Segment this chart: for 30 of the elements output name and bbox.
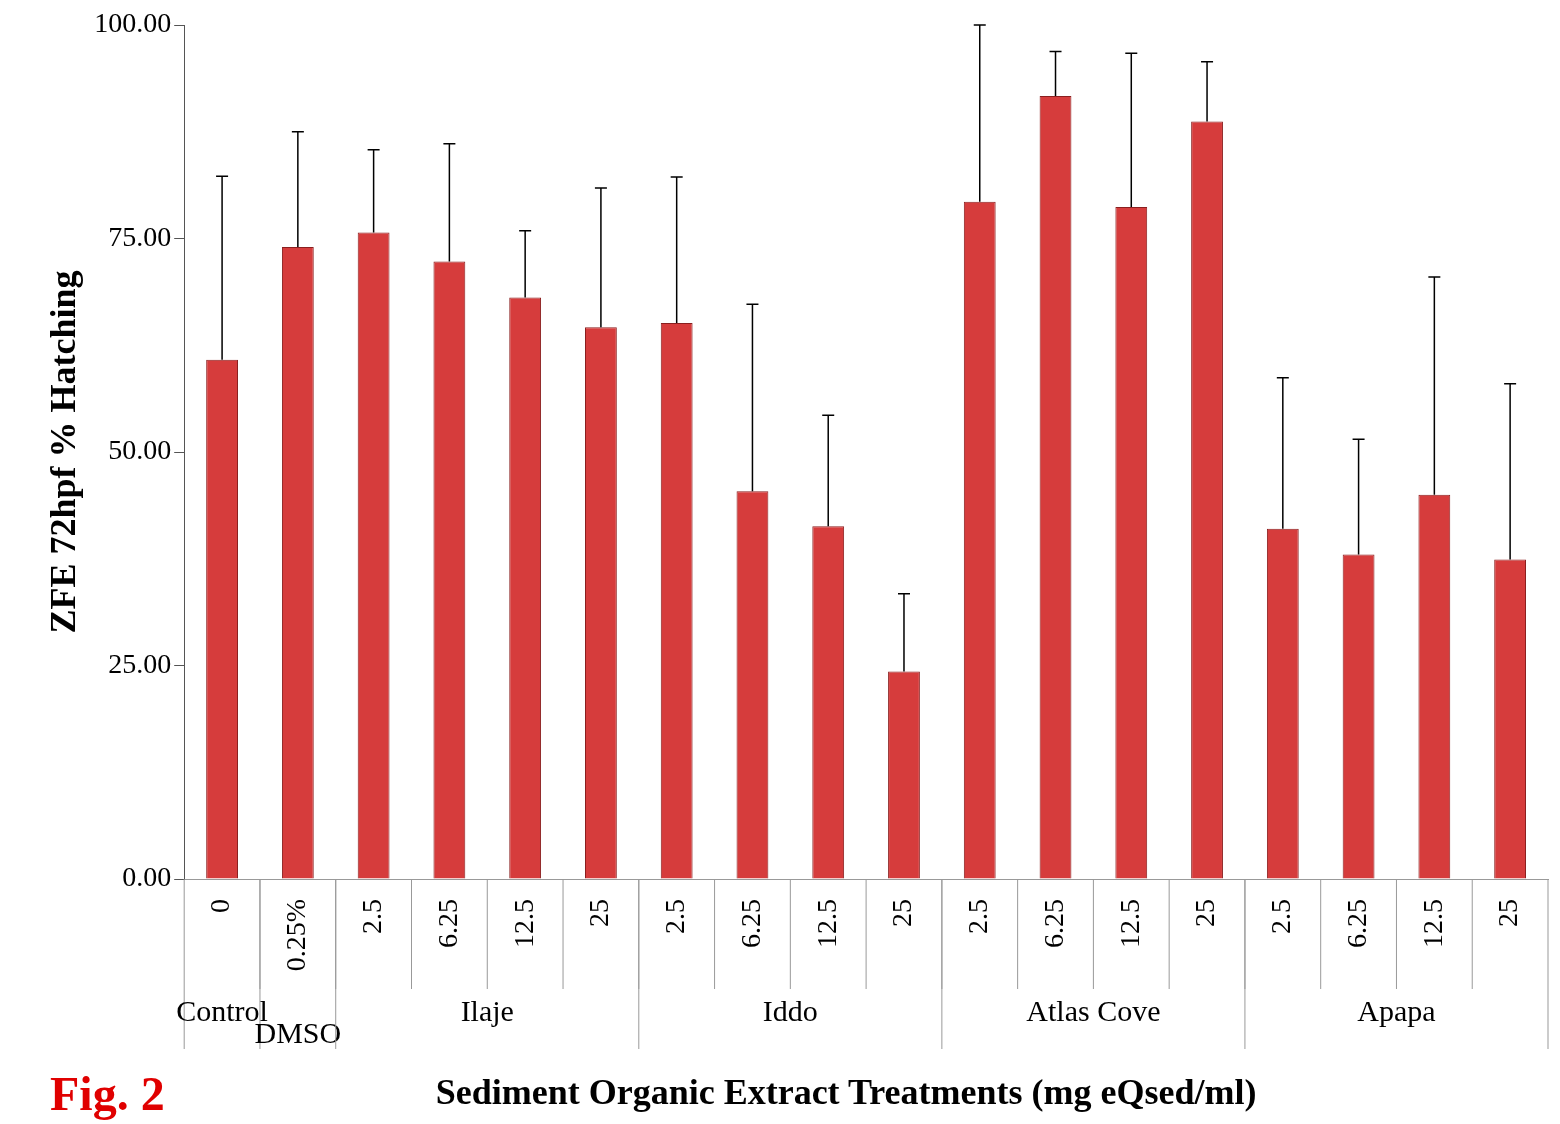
text: Ilaje bbox=[460, 993, 514, 1027]
y-tick-label: 100.00 bbox=[94, 7, 172, 39]
x-tick-label: 25 bbox=[1492, 899, 1524, 927]
x-tick-label: 25 bbox=[583, 899, 615, 927]
x-tick-label: 6.25 bbox=[1037, 899, 1069, 948]
text: Iddo bbox=[762, 993, 818, 1027]
y-axis-title: ZFE 72hpf % Hatching bbox=[42, 270, 83, 634]
x-tick-label: 12.5 bbox=[1416, 899, 1448, 948]
y-tick-label: 0.00 bbox=[122, 861, 172, 893]
y-tick-label: 50.00 bbox=[108, 434, 172, 466]
x-tick-label: 2.5 bbox=[1265, 899, 1297, 934]
y-tick-label: 25.00 bbox=[108, 647, 172, 679]
x-tick-label: 0.25% bbox=[280, 899, 312, 972]
x-tick-label: 25 bbox=[1189, 899, 1221, 927]
x-tick-label: 6.25 bbox=[734, 899, 766, 948]
x-tick-label: 12.5 bbox=[1113, 899, 1145, 948]
text: Atlas Cove bbox=[1026, 993, 1161, 1027]
x-tick-label: 12.5 bbox=[507, 899, 539, 948]
caption: Fig. 2 bbox=[50, 1067, 165, 1121]
x-tick-label: 6.25 bbox=[1340, 899, 1372, 948]
x-tick-label: 0 bbox=[204, 899, 236, 913]
x-axis-title: Sediment Organic Extract Treatments (mg eQsed/ml) bbox=[435, 1072, 1257, 1113]
y-tick-label: 75.00 bbox=[108, 220, 172, 252]
x-tick-label: 25 bbox=[886, 899, 918, 927]
x-tick-label: 12.5 bbox=[810, 899, 842, 948]
x-tick-label: 6.25 bbox=[431, 899, 463, 948]
x-tick-label: 2.5 bbox=[355, 899, 387, 934]
text: Apapa bbox=[1357, 993, 1436, 1027]
x-tick-label: 2.5 bbox=[659, 899, 691, 934]
x-tick-label: 2.5 bbox=[962, 899, 994, 934]
